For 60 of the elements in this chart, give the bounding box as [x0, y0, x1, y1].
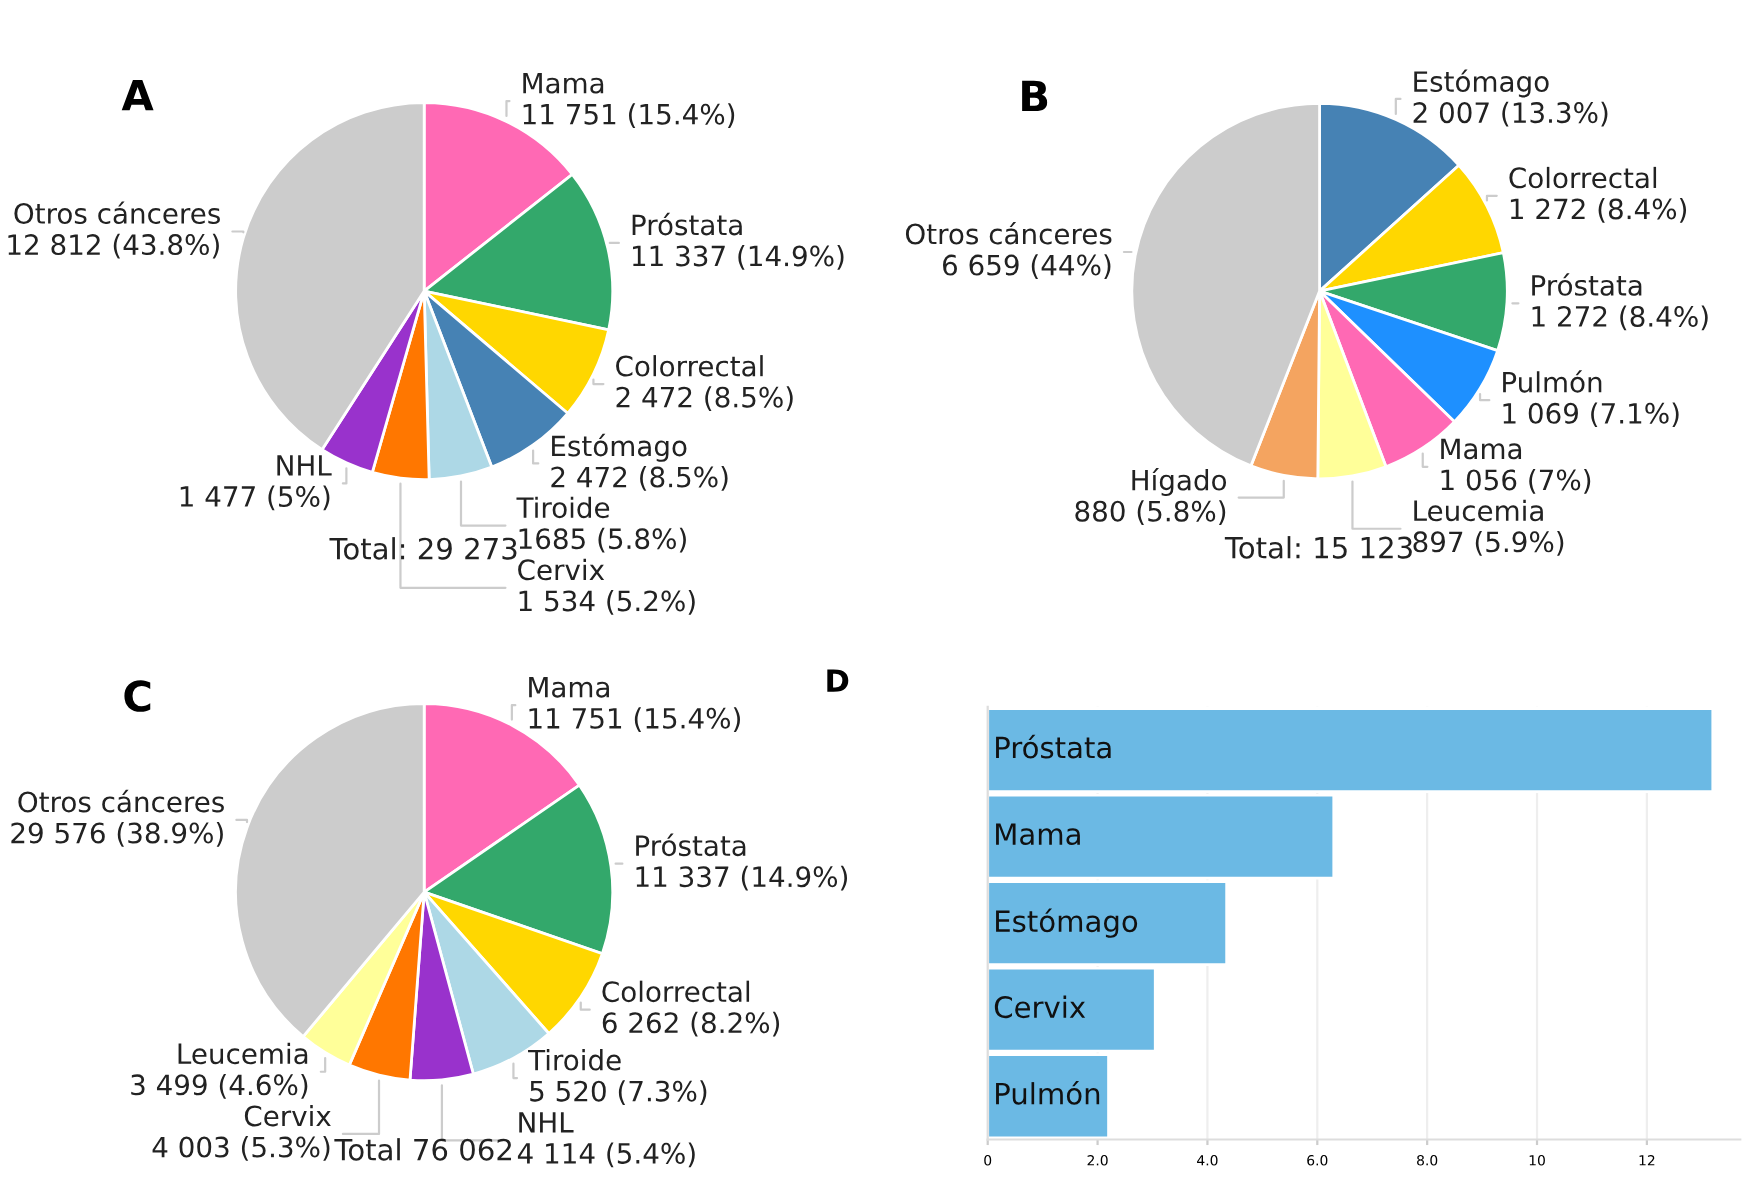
data-label: 11 751 (15.4%): [523, 103, 735, 128]
data-label: 1 272 (8.4%): [1532, 305, 1708, 331]
text: Total: 29 273: [329, 537, 517, 560]
data-label: 1 477 (5%): [180, 485, 330, 511]
category-label: Mama: [996, 823, 1080, 846]
slice-label: Mama: [529, 677, 609, 698]
slice-label: Próstata: [632, 212, 742, 236]
data-label: 11 337 (14.9%): [636, 865, 848, 891]
data-label: 29 576 (38.9%): [11, 822, 223, 847]
data-label: 4 114 (5.4%): [517, 1142, 695, 1168]
category-label: Cervix: [994, 995, 1086, 1019]
data-label: 2 472 (8.5%): [616, 386, 793, 411]
data-label: 1 272 (8.4%): [1510, 198, 1687, 223]
slice-label: Mama: [523, 72, 604, 94]
slice-label: NHL: [277, 455, 332, 476]
slice-label: Otros cánceres: [18, 789, 224, 813]
slice-label: Próstata: [636, 833, 746, 857]
text: Total: 15 123: [1224, 536, 1412, 559]
slice-label: Leucemia: [178, 1042, 308, 1065]
slice-label: Pulmón: [1503, 370, 1602, 393]
chart-title: A: [121, 79, 154, 111]
data-label: 4 003 (5.3%): [152, 1136, 330, 1161]
slice-label: Otros cánceres: [905, 221, 1112, 245]
slice-label: Colorrectal: [602, 980, 750, 1003]
data-label: 12 812 (43.8%): [8, 233, 219, 259]
slice-label: Otros cánceres: [14, 201, 220, 225]
data-label: 6 262 (8.2%): [602, 1011, 780, 1037]
slice-label: Próstata: [1532, 273, 1642, 296]
slice-label: Leucemia: [1414, 499, 1543, 522]
data-label: 897 (5.9%): [1413, 530, 1564, 556]
slice-label: Cervix: [244, 1104, 331, 1127]
text: Total 76 062: [334, 1138, 511, 1161]
slice-label: Mama: [1441, 438, 1522, 460]
data-label: 5 520 (7.3%): [530, 1080, 707, 1105]
chart-title: C: [124, 680, 151, 712]
slice-label: Hígado: [1132, 467, 1227, 496]
data-label: 6 659 (44%): [943, 254, 1111, 279]
chart-title: D: [827, 669, 849, 692]
data-label: 11 337 (14.9%): [633, 245, 844, 270]
slice-label: Cervix: [518, 558, 605, 581]
data-label: 1 056 (7%): [1441, 468, 1591, 494]
data-label: 11 751 (15.4%): [529, 707, 740, 733]
slice-label: Tiroide: [528, 1049, 621, 1071]
data-label: 1685 (5.8%): [519, 527, 686, 553]
slice-label: Estómago: [552, 433, 687, 462]
data-label: 1 069 (7.1%): [1503, 402, 1679, 428]
slice-label: NHL: [519, 1112, 574, 1133]
data-label: 2 472 (8.5%): [551, 466, 728, 491]
category-label: Estómago: [996, 908, 1138, 938]
slice-label: Colorrectal: [616, 355, 763, 377]
slice-label: Tiroide: [516, 496, 610, 519]
data-label: 2 007 (13.3%): [1413, 101, 1608, 127]
slice-label: Estómago: [1414, 69, 1549, 98]
data-label: 1 534 (5.2%): [519, 589, 695, 615]
slice-label: Colorrectal: [1509, 166, 1657, 189]
data-label: 3 499 (4.6%): [131, 1073, 308, 1099]
chart-title: B: [1022, 80, 1048, 112]
category-label: Pulmón: [996, 1080, 1100, 1105]
data-label: 880 (5.8%): [1075, 500, 1226, 525]
category-label: Próstata: [996, 734, 1111, 759]
